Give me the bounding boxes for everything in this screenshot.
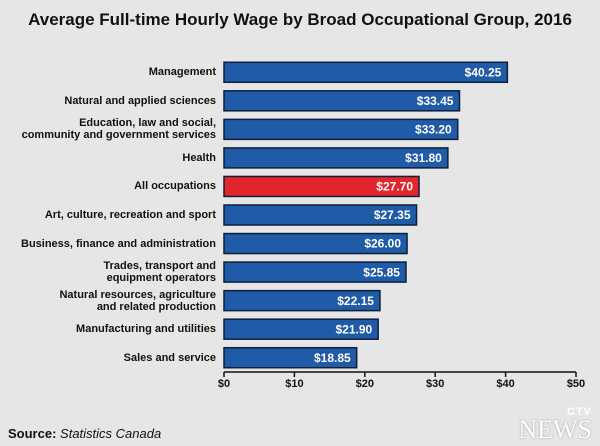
x-tick-label: $10: [285, 378, 303, 390]
value-label: $18.85: [314, 351, 351, 365]
category-label: Sales and service: [123, 351, 216, 364]
source: Source: Statistics Canada: [8, 426, 161, 441]
value-label: $22.15: [337, 294, 374, 308]
bar: [223, 318, 379, 340]
value-label: $27.35: [374, 208, 411, 222]
bar: [223, 204, 418, 226]
bar: [223, 90, 461, 112]
value-label: $25.85: [363, 265, 400, 279]
bar: [223, 261, 407, 283]
bar: [223, 175, 420, 198]
value-label: $33.45: [417, 94, 454, 108]
x-tick-label: $30: [426, 378, 444, 390]
value-label: $33.20: [415, 123, 452, 137]
bar: [223, 232, 408, 255]
source-label: Source:: [8, 426, 57, 441]
value-label: $27.70: [376, 180, 413, 194]
x-tick-label: $20: [356, 378, 374, 390]
category-label: All occupations: [134, 180, 216, 193]
x-tick-label: $40: [496, 378, 514, 390]
category-label: Trades, transport and equipment operator…: [103, 260, 216, 285]
chart-title: Average Full-time Hourly Wage by Broad O…: [28, 10, 572, 29]
value-label: $26.00: [364, 237, 401, 251]
category-label: Business, finance and administration: [21, 237, 216, 250]
category-label: Manufacturing and utilities: [76, 323, 216, 336]
category-label: Natural and applied sciences: [64, 94, 216, 107]
category-label: Management: [148, 66, 216, 79]
bar: [223, 61, 509, 84]
value-label: $31.80: [405, 151, 442, 165]
x-tick-label: $50: [567, 378, 585, 390]
category-label: Natural resources, agriculture and relat…: [59, 288, 216, 313]
x-tick-label: $0: [218, 378, 230, 390]
bar: [223, 147, 449, 169]
bar: [223, 118, 459, 141]
category-label: Health: [182, 151, 216, 164]
category-label: Art, culture, recreation and sport: [44, 209, 216, 221]
value-label: $21.90: [335, 322, 372, 336]
source-text: Statistics Canada: [60, 426, 162, 441]
logo: CTV NEWS: [518, 406, 592, 444]
bar: [223, 289, 381, 312]
category-label: Education, law and social, community and…: [21, 117, 216, 142]
value-label: $40.25: [465, 65, 502, 79]
logo-top: CTV: [567, 406, 592, 418]
bar: [223, 346, 358, 369]
logo-bottom: NEWS: [518, 415, 592, 444]
